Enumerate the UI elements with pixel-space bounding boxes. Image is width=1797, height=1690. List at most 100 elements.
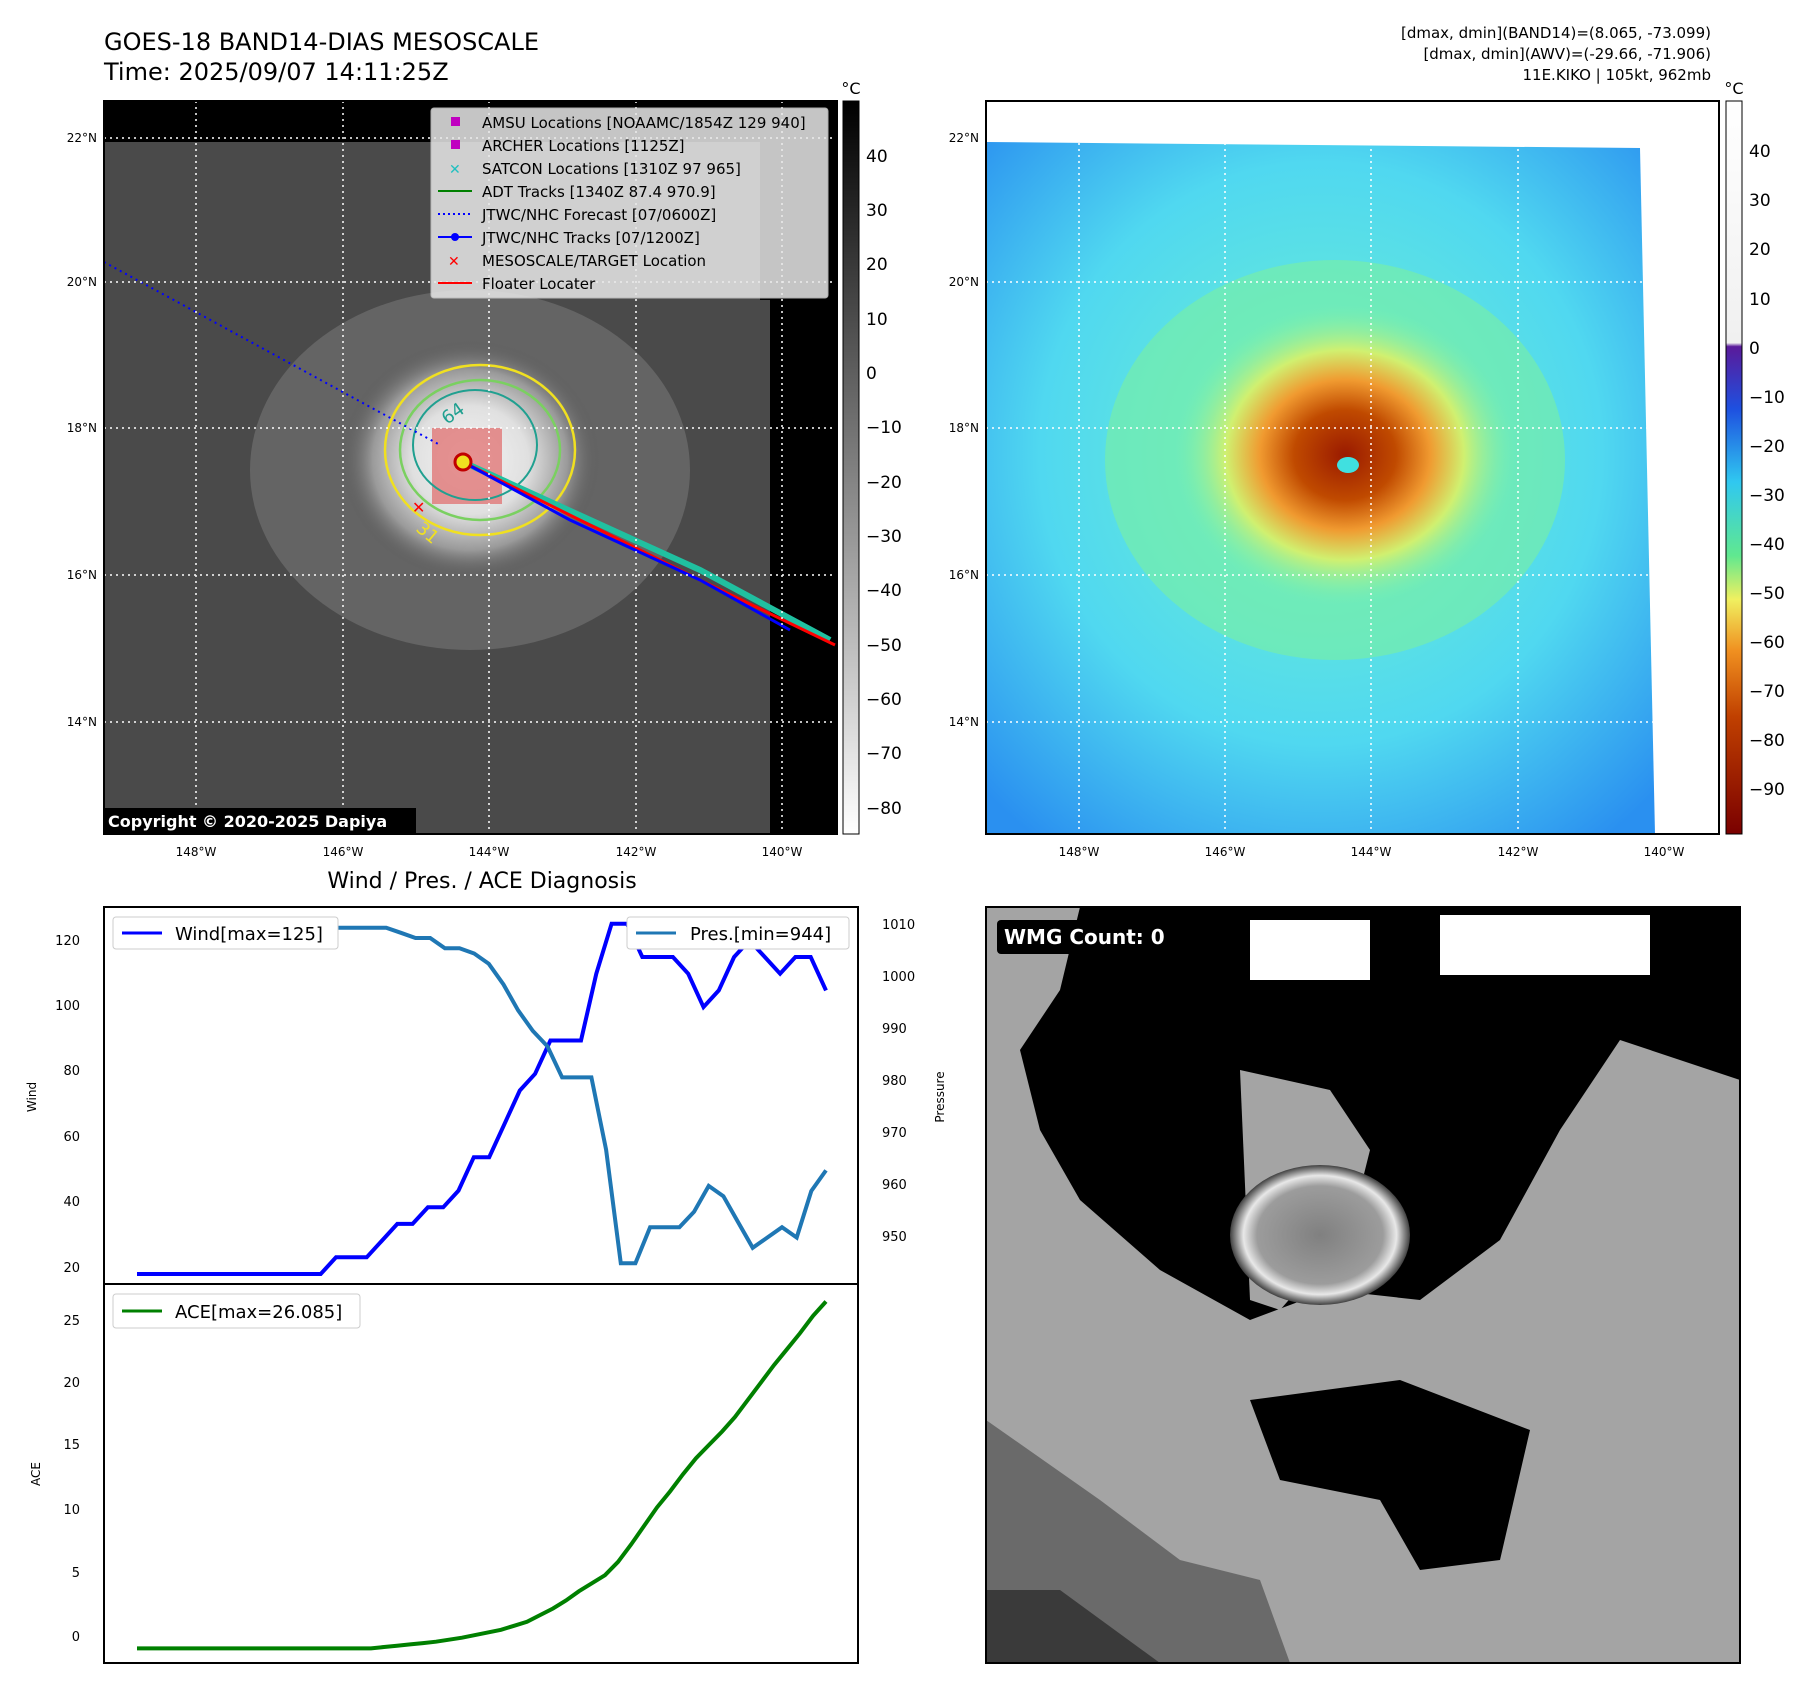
pres-legend: Pres.[min=944]: [626, 916, 850, 950]
storm-info: 11E.KIKO | 105kt, 962mb: [1522, 66, 1711, 84]
svg-text:30: 30: [1749, 191, 1771, 211]
svg-text:−50: −50: [866, 636, 902, 656]
svg-text:−30: −30: [1749, 486, 1785, 506]
svg-text:−40: −40: [1749, 535, 1785, 555]
svg-text:−60: −60: [1749, 633, 1785, 653]
legend-amsu: AMSU Locations [NOAAMC/1854Z 129 940]: [482, 114, 806, 132]
svg-text:980: 980: [882, 1074, 907, 1089]
svg-text:146°W: 146°W: [323, 845, 364, 859]
ace-legend-label: ACE[max=26.085]: [175, 1302, 342, 1323]
forecast-track: [103, 261, 441, 446]
wind-ylabel: Wind: [25, 1082, 39, 1112]
svg-text:−30: −30: [866, 527, 902, 547]
svg-text:960: 960: [882, 1178, 907, 1193]
svg-text:−20: −20: [1749, 437, 1785, 457]
svg-text:25: 25: [63, 1314, 80, 1329]
wind-ticks: 120 100 80 60 40 20: [55, 934, 80, 1276]
svg-text:−70: −70: [1749, 682, 1785, 702]
svg-text:80: 80: [63, 1064, 80, 1079]
awv-colorbar: [1725, 100, 1743, 835]
svg-text:18°N: 18°N: [67, 421, 97, 435]
wmg-cold-region: [1020, 907, 1740, 1320]
svg-text:60: 60: [63, 1130, 80, 1145]
svg-text:14°N: 14°N: [67, 715, 97, 729]
legend-archer-marker: [451, 140, 460, 149]
wind-pres-panel: 120 100 80 60 40 20 1010 1000 990 980 97…: [25, 906, 947, 1285]
svg-text:16°N: 16°N: [67, 568, 97, 582]
svg-text:22°N: 22°N: [67, 131, 97, 145]
storm-center: [453, 452, 473, 472]
ace-ylabel: ACE: [29, 1462, 43, 1486]
ir-legend: AMSU Locations [NOAAMC/1854Z 129 940] AR…: [430, 107, 829, 299]
svg-text:950: 950: [882, 1230, 907, 1245]
svg-text:40: 40: [63, 1195, 80, 1210]
svg-text:15: 15: [63, 1438, 80, 1453]
wmg-count-label: WMG Count: 0: [1004, 925, 1165, 949]
svg-text:20: 20: [63, 1261, 80, 1276]
svg-text:144°W: 144°W: [1351, 845, 1392, 859]
svg-text:−10: −10: [1749, 388, 1785, 408]
awv-gridlines: [986, 101, 1719, 834]
svg-text:20: 20: [866, 255, 888, 275]
svg-text:−70: −70: [866, 744, 902, 764]
legend-target-marker: ✕: [448, 254, 460, 270]
pres-legend-label: Pres.[min=944]: [690, 924, 831, 945]
contour-yellow: [383, 363, 577, 537]
ir-lat-labels: 22°N 20°N 18°N 16°N 14°N: [67, 131, 97, 729]
svg-text:20°N: 20°N: [67, 275, 97, 289]
stats-awv: [dmax, dmin](AWV)=(-29.66, -71.906): [1423, 45, 1711, 63]
awv-lat-labels: 22°N 20°N 18°N 16°N 14°N: [949, 131, 979, 729]
copyright: Copyright © 2020-2025 Dapiya: [108, 812, 387, 831]
ace-ticks: 25 20 15 10 5 0: [63, 1314, 80, 1645]
wind-legend: Wind[max=125]: [112, 916, 339, 950]
legend-satcon-marker: ✕: [449, 162, 461, 178]
svg-text:20: 20: [63, 1376, 80, 1391]
awv-storm-core: [1175, 305, 1515, 605]
diagnosis-title: Wind / Pres. / ACE Diagnosis: [327, 869, 636, 894]
ace-legend: ACE[max=26.085]: [112, 1293, 361, 1329]
svg-text:18°N: 18°N: [949, 421, 979, 435]
awv-lon-labels: 148°W 146°W 144°W 142°W 140°W: [1059, 845, 1685, 859]
wind-series-line: [137, 921, 828, 1276]
wind-legend-label: Wind[max=125]: [175, 924, 323, 945]
svg-text:144°W: 144°W: [469, 845, 510, 859]
svg-text:30: 30: [866, 201, 888, 221]
floater-track: [462, 460, 836, 647]
svg-text:140°W: 140°W: [762, 845, 803, 859]
svg-text:−40: −40: [866, 581, 902, 601]
svg-text:990: 990: [882, 1022, 907, 1037]
legend-archer: ARCHER Locations [1125Z]: [482, 137, 685, 155]
satcon-track: [461, 459, 832, 643]
svg-text:142°W: 142°W: [616, 845, 657, 859]
pres-ylabel: Pressure: [933, 1071, 947, 1122]
svg-text:0: 0: [1749, 339, 1760, 359]
svg-text:−60: −60: [866, 690, 902, 710]
svg-text:10: 10: [1749, 290, 1771, 310]
awv-panel: 22°N 20°N 18°N 16°N 14°N 148°W 146°W 144…: [949, 79, 1785, 859]
svg-text:10: 10: [63, 1503, 80, 1518]
svg-text:16°N: 16°N: [949, 568, 979, 582]
ir-panel: 64 31 ✕: [67, 79, 902, 859]
svg-text:100: 100: [55, 999, 80, 1014]
svg-text:140°W: 140°W: [1644, 845, 1685, 859]
legend-forecast: JTWC/NHC Forecast [07/0600Z]: [481, 206, 716, 224]
svg-text:−80: −80: [1749, 731, 1785, 751]
svg-text:−50: −50: [1749, 584, 1785, 604]
svg-text:146°W: 146°W: [1205, 845, 1246, 859]
svg-text:20: 20: [1749, 240, 1771, 260]
ir-colorbar: [842, 100, 860, 835]
svg-text:142°W: 142°W: [1498, 845, 1539, 859]
figure-title: GOES-18 BAND14-DIAS MESOSCALE: [104, 28, 539, 56]
svg-text:1000: 1000: [882, 970, 915, 985]
ace-panel: 25 20 15 10 5 0 ACE ACE[max=26.085]: [29, 1283, 859, 1664]
svg-text:40: 40: [1749, 142, 1771, 162]
stats-band14: [dmax, dmin](BAND14)=(8.065, -73.099): [1401, 24, 1711, 42]
awv-colorbar-unit: °C: [1724, 79, 1743, 98]
jtwc-track: [462, 460, 791, 632]
svg-text:22°N: 22°N: [949, 131, 979, 145]
legend-amsu-marker: [451, 117, 460, 126]
svg-text:−20: −20: [866, 473, 902, 493]
svg-text:0: 0: [866, 364, 877, 384]
